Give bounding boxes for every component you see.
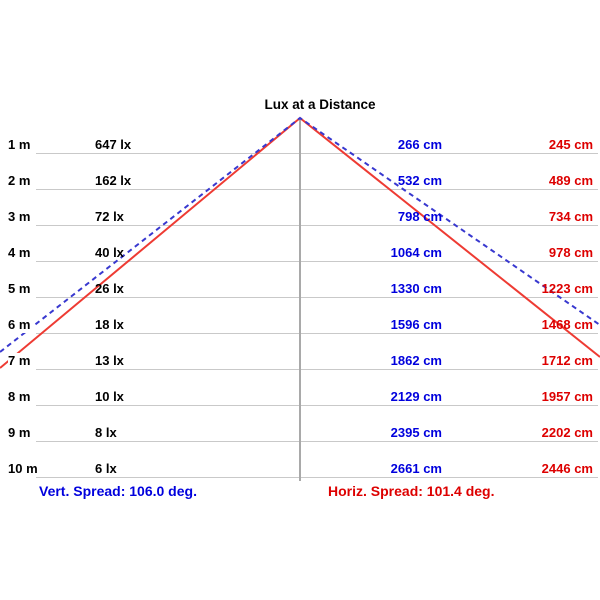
gridline-6m bbox=[36, 333, 598, 334]
horiz-width-value: 2202 cm bbox=[541, 425, 593, 440]
vert-width-value: 2395 cm bbox=[390, 425, 442, 440]
distance-label: 2 m bbox=[8, 173, 34, 189]
distance-label: 10 m bbox=[8, 461, 41, 477]
gridline-4m bbox=[36, 261, 598, 262]
horiz-width-value: 734 cm bbox=[548, 209, 593, 224]
vert-width-value: 2129 cm bbox=[390, 389, 442, 404]
horiz-width-value: 489 cm bbox=[548, 173, 593, 188]
gridline-1m bbox=[36, 153, 598, 154]
horiz-spread-label: Horiz. Spread: 101.4 deg. bbox=[328, 483, 495, 499]
gridline-9m bbox=[36, 441, 598, 442]
distance-label: 7 m bbox=[8, 353, 34, 369]
vert-width-value: 1596 cm bbox=[390, 317, 442, 332]
horiz-width-value: 1468 cm bbox=[541, 317, 593, 332]
horiz-width-value: 245 cm bbox=[548, 137, 593, 152]
vert-width-value: 2661 cm bbox=[390, 461, 442, 476]
lux-value: 40 lx bbox=[95, 245, 124, 260]
vert-width-value: 1330 cm bbox=[390, 281, 442, 296]
chart-title: Lux at a Distance bbox=[264, 97, 376, 112]
distance-label: 1 m bbox=[8, 137, 34, 153]
lux-value: 6 lx bbox=[95, 461, 117, 476]
horiz-width-value: 1957 cm bbox=[541, 389, 593, 404]
vert-width-value: 1862 cm bbox=[390, 353, 442, 368]
gridline-5m bbox=[36, 297, 598, 298]
vert-width-value: 266 cm bbox=[397, 137, 442, 152]
vert-width-value: 532 cm bbox=[397, 173, 442, 188]
horiz-width-value: 1223 cm bbox=[541, 281, 593, 296]
gridline-3m bbox=[36, 225, 598, 226]
lux-value: 26 lx bbox=[95, 281, 124, 296]
lux-value: 13 lx bbox=[95, 353, 124, 368]
distance-label: 8 m bbox=[8, 389, 34, 405]
vert-width-value: 1064 cm bbox=[390, 245, 442, 260]
horiz-width-value: 2446 cm bbox=[541, 461, 593, 476]
distance-label: 3 m bbox=[8, 209, 34, 225]
lux-value: 162 lx bbox=[95, 173, 132, 188]
lux-value: 18 lx bbox=[95, 317, 124, 332]
distance-label: 9 m bbox=[8, 425, 34, 441]
distance-label: 5 m bbox=[8, 281, 34, 297]
gridline-8m bbox=[36, 405, 598, 406]
distance-label: 4 m bbox=[8, 245, 34, 261]
vert-width-value: 798 cm bbox=[397, 209, 442, 224]
gridline-2m bbox=[36, 189, 598, 190]
distance-label: 6 m bbox=[8, 317, 34, 333]
vert-spread-label: Vert. Spread: 106.0 deg. bbox=[39, 483, 197, 499]
lux-value: 10 lx bbox=[95, 389, 124, 404]
lux-value: 72 lx bbox=[95, 209, 124, 224]
horiz-width-value: 978 cm bbox=[548, 245, 593, 260]
gridline-10m bbox=[36, 477, 598, 478]
lux-value: 8 lx bbox=[95, 425, 117, 440]
horiz-width-value: 1712 cm bbox=[541, 353, 593, 368]
lux-value: 647 lx bbox=[95, 137, 132, 152]
gridline-7m bbox=[36, 369, 598, 370]
